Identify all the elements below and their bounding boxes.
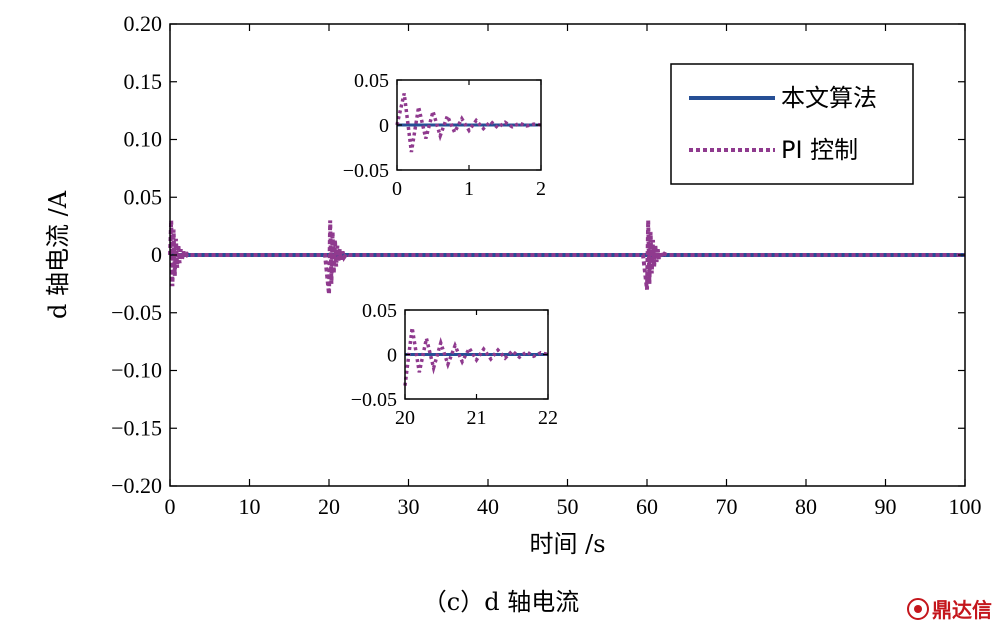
y-tick-label: −0.15 xyxy=(111,415,162,440)
inset-upper: 0 1 20.050−0.05 xyxy=(343,70,546,200)
y-axis-label: d 轴电流 /A xyxy=(44,190,72,319)
y-tick-label: 0 xyxy=(151,242,162,267)
x-tick-label: 60 xyxy=(636,494,658,519)
main-plot: 0 10 20 30 40 50 60 70 80 90 1000.200.150.100.050−… xyxy=(44,11,982,558)
y-tick-label: 0.20 xyxy=(124,11,163,36)
x-tick-label: 20 xyxy=(318,494,340,519)
x-tick-label: 70 xyxy=(716,494,738,519)
inset-lower-y-tick-label: 0 xyxy=(387,345,397,367)
inset-lower-y-tick-label: −0.05 xyxy=(351,389,397,411)
legend-label-pi-control: PI 控制 xyxy=(781,136,858,164)
legend: 本文算法 PI 控制 xyxy=(670,63,914,185)
legend-box xyxy=(670,63,914,185)
inset-upper-y-tick-label: −0.05 xyxy=(343,160,389,182)
inset-lower: 20 21 22 0.05 0 −0.05 xyxy=(351,300,558,429)
x-tick-label: 10 xyxy=(239,494,261,519)
x-tick-label: 30 xyxy=(398,494,420,519)
y-tick-label: −0.10 xyxy=(111,358,162,383)
legend-label-algorithm: 本文算法 xyxy=(781,84,877,112)
inset-upper-x-tick-label: 0 xyxy=(392,178,402,200)
inset-lower-x-tick-label: 21 xyxy=(467,407,487,429)
y-tick-label: −0.20 xyxy=(111,473,162,498)
y-tick-label: 0.10 xyxy=(124,127,163,152)
y-tick-label: 0.15 xyxy=(124,69,163,94)
x-tick-label: 90 xyxy=(875,494,897,519)
series-pi-control xyxy=(168,220,965,295)
x-tick-label: 40 xyxy=(477,494,499,519)
inset-upper-x-tick-label: 1 xyxy=(464,178,474,200)
x-tick-label: 50 xyxy=(557,494,579,519)
watermark-text: 鼎达信 xyxy=(932,598,992,622)
inset-lower-x-tick-label: 22 xyxy=(538,407,558,429)
x-axis-label: 时间 /s xyxy=(529,530,605,558)
figure-caption: （c）d 轴电流 xyxy=(422,588,580,616)
x-tick-label: 0 xyxy=(165,494,176,519)
inset-lower-y-tick-label: 0.05 xyxy=(362,300,397,322)
y-tick-label: −0.05 xyxy=(111,300,162,325)
inset-upper-series-pi-control xyxy=(395,93,542,153)
watermark: 鼎达信 xyxy=(907,594,992,623)
x-tick-label: 100 xyxy=(949,494,982,519)
y-tick-label: 0.05 xyxy=(124,184,163,209)
watermark-logo-icon xyxy=(907,597,929,620)
x-tick-label: 80 xyxy=(795,494,817,519)
inset-lower-x-tick-label: 20 xyxy=(395,407,415,429)
inset-upper-x-tick-label: 2 xyxy=(536,178,546,200)
inset-upper-y-tick-label: 0 xyxy=(379,115,389,137)
inset-lower-series-pi-control xyxy=(403,327,549,386)
inset-upper-y-tick-label: 0.05 xyxy=(354,70,389,92)
